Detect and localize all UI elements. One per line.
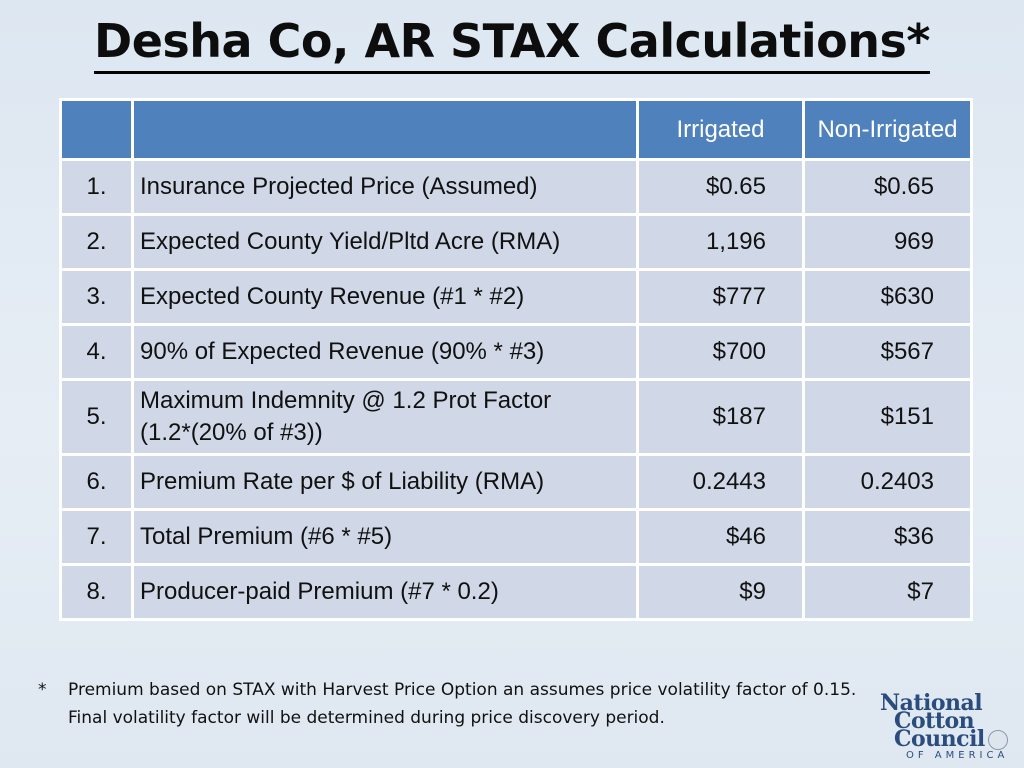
row-description-line: Premium Rate per $ of Liability (RMA): [140, 468, 545, 495]
row-description: Expected County Revenue (#1 * #2): [131, 268, 639, 326]
table-row: 2. Expected County Yield/Pltd Acre (RMA)…: [59, 213, 973, 271]
header-irrigated: Irrigated: [636, 98, 805, 161]
table-row: 7. Total Premium (#6 * #5) $46 $36: [59, 508, 973, 566]
row-irrigated-value: $46: [636, 508, 805, 566]
table-header-row: Irrigated Non-Irrigated: [59, 98, 973, 161]
row-description: Maximum Indemnity @ 1.2 Prot Factor (1.2…: [131, 378, 639, 456]
row-description: Premium Rate per $ of Liability (RMA): [131, 453, 639, 511]
footnote-marker: *: [38, 680, 47, 700]
seal-icon: [988, 730, 1008, 750]
logo-subtitle: OF AMERICA: [906, 750, 1009, 761]
footnote: * Premium based on STAX with Harvest Pri…: [38, 676, 878, 732]
row-description-line: 90% of Expected Revenue (90% * #3): [140, 338, 545, 365]
row-description: Insurance Projected Price (Assumed): [131, 158, 639, 216]
page-title-text: Desha Co, AR STAX Calculations*: [94, 15, 930, 74]
table-row: 1. Insurance Projected Price (Assumed) $…: [59, 158, 973, 216]
stax-calculations-table: Irrigated Non-Irrigated 1. Insurance Pro…: [59, 98, 973, 621]
row-irrigated-value: $187: [636, 378, 805, 456]
logo-line-national: National: [880, 690, 983, 716]
row-description: Expected County Yield/Pltd Acre (RMA): [131, 213, 639, 271]
national-cotton-council-logo: National Cotton Council OF AMERICA: [878, 690, 1014, 764]
footnote-text: Premium based on STAX with Harvest Price…: [68, 680, 857, 728]
row-number: 7.: [59, 508, 134, 566]
row-irrigated-value: $0.65: [636, 158, 805, 216]
row-description: Total Premium (#6 * #5): [131, 508, 639, 566]
row-number: 8.: [59, 563, 134, 621]
table-row: 3. Expected County Revenue (#1 * #2) $77…: [59, 268, 973, 326]
page-title: Desha Co, AR STAX Calculations*: [0, 14, 1024, 74]
row-description-line: Total Premium (#6 * #5): [140, 523, 393, 550]
row-number: 6.: [59, 453, 134, 511]
row-irrigated-value: 0.2443: [636, 453, 805, 511]
logo-line-council: Council: [894, 726, 985, 752]
row-description-line: Expected County Yield/Pltd Acre (RMA): [140, 228, 561, 255]
row-non-irrigated-value: 969: [802, 213, 973, 271]
row-non-irrigated-value: $36: [802, 508, 973, 566]
row-number: 2.: [59, 213, 134, 271]
row-number: 5.: [59, 378, 134, 456]
row-non-irrigated-value: $7: [802, 563, 973, 621]
header-non-irrigated: Non-Irrigated: [802, 98, 973, 161]
row-non-irrigated-value: $567: [802, 323, 973, 381]
row-non-irrigated-value: $630: [802, 268, 973, 326]
row-description-line: Expected County Revenue (#1 * #2): [140, 283, 525, 310]
row-description-line: Insurance Projected Price (Assumed): [140, 173, 538, 200]
row-irrigated-value: $9: [636, 563, 805, 621]
row-number: 4.: [59, 323, 134, 381]
row-non-irrigated-value: $0.65: [802, 158, 973, 216]
row-irrigated-value: $700: [636, 323, 805, 381]
table-row: 4. 90% of Expected Revenue (90% * #3) $7…: [59, 323, 973, 381]
table-row: 6. Premium Rate per $ of Liability (RMA)…: [59, 453, 973, 511]
row-non-irrigated-value: 0.2403: [802, 453, 973, 511]
row-non-irrigated-value: $151: [802, 378, 973, 456]
row-description: Producer-paid Premium (#7 * 0.2): [131, 563, 639, 621]
row-number: 1.: [59, 158, 134, 216]
header-number: [59, 98, 134, 161]
row-description: 90% of Expected Revenue (90% * #3): [131, 323, 639, 381]
row-number: 3.: [59, 268, 134, 326]
table-row: 5. Maximum Indemnity @ 1.2 Prot Factor (…: [59, 378, 973, 456]
header-description: [131, 98, 639, 161]
logo-line-cotton: Cotton: [894, 708, 975, 734]
row-description-line: Producer-paid Premium (#7 * 0.2): [140, 578, 499, 605]
row-irrigated-value: 1,196: [636, 213, 805, 271]
row-irrigated-value: $777: [636, 268, 805, 326]
row-description-line: Maximum Indemnity @ 1.2 Prot Factor: [140, 387, 552, 414]
row-description-line: (1.2*(20% of #3)): [140, 419, 323, 446]
table-row: 8. Producer-paid Premium (#7 * 0.2) $9 $…: [59, 563, 973, 621]
